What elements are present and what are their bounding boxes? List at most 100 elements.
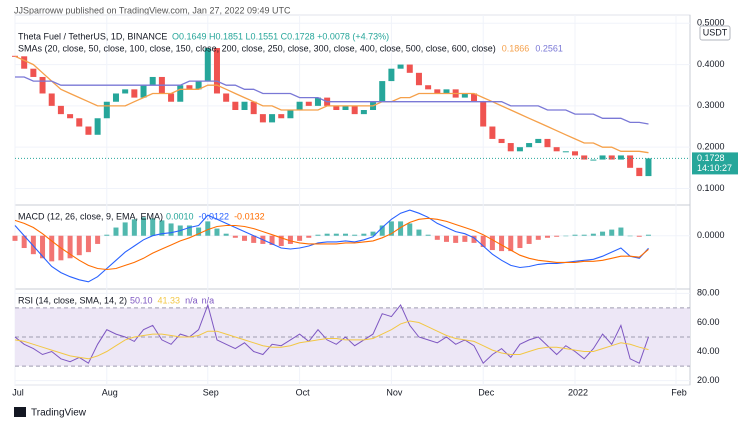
macd-bar [196, 227, 202, 236]
candle [168, 93, 175, 102]
macd-bar [462, 235, 468, 242]
candle [287, 110, 294, 119]
macd-bar [388, 221, 394, 236]
candle [259, 114, 266, 123]
candle [204, 48, 211, 82]
y-tick-label: 60.00 [697, 317, 720, 327]
candle [333, 105, 340, 110]
candle [645, 158, 652, 177]
macd-bar [278, 235, 284, 246]
macd-bar [40, 235, 46, 259]
y-tick-label: 80.00 [697, 288, 720, 298]
candle [471, 93, 478, 102]
candle [131, 89, 138, 98]
macd-bar [104, 234, 110, 236]
y-tick-label: 0.2000 [697, 142, 725, 152]
candle [388, 68, 395, 82]
candle [48, 93, 55, 106]
candle [636, 167, 643, 177]
x-tick-label: Sep [203, 387, 219, 397]
macd-bar [297, 235, 303, 241]
macd-bar [425, 234, 431, 236]
rsi-na: n/a [185, 295, 198, 305]
macd-bar [618, 227, 624, 236]
macd-bar [361, 233, 367, 236]
x-tick-label: Dec [478, 387, 495, 397]
candle [360, 110, 367, 115]
currency-box [699, 25, 731, 41]
rsi-na: n/a [202, 295, 215, 305]
macd-bar [554, 235, 560, 237]
macd-bar [636, 235, 642, 237]
candle [406, 64, 413, 73]
candle [351, 105, 358, 115]
x-tick-label: Feb [671, 387, 687, 397]
y-tick-label: 20.00 [697, 375, 720, 385]
sma-legend: SMAs (20, close, 50, close, 100, close, … [18, 43, 496, 53]
rsi-value: 50.10 [130, 295, 153, 305]
macd-bar [223, 233, 229, 236]
macd-bar [324, 233, 330, 236]
candle [21, 56, 28, 69]
candle [461, 93, 468, 98]
foreground-layer: Jul Aug Sep Oct Nov Dec 2022 Feb 0.1000 0.2000 0.3… [12, 18, 738, 397]
macd-value: -0.0122 [199, 211, 230, 221]
macd-line [14, 217, 649, 271]
candle [103, 101, 110, 119]
sma-line [14, 55, 649, 154]
candle [608, 155, 615, 160]
macd-bar [67, 235, 73, 259]
macd-bar [150, 218, 156, 236]
macd-bar [251, 235, 257, 243]
macd-line [14, 209, 649, 283]
candle [67, 114, 74, 119]
candle [572, 151, 579, 156]
candle [425, 85, 432, 90]
macd-bar [85, 235, 91, 253]
candle [599, 155, 606, 160]
y-tick-label: 0.3000 [697, 100, 725, 110]
macd-bar [544, 235, 550, 238]
macd-bar [563, 235, 569, 237]
macd-bar [480, 235, 486, 247]
macd-value: 0.0010 [166, 211, 194, 221]
macd-bar [21, 235, 27, 249]
rsi-line [14, 320, 649, 360]
rsi-line [14, 303, 649, 365]
candle [30, 68, 37, 77]
candle [213, 48, 220, 94]
macd-bar [609, 229, 615, 236]
candle [85, 126, 92, 135]
macd-bar [471, 235, 477, 243]
y-tick-label: 0.0000 [697, 230, 725, 240]
x-tick-label: Nov [386, 387, 403, 397]
macd-bar [287, 235, 293, 244]
macd-bar [627, 235, 633, 237]
x-tick-label: Aug [102, 387, 118, 397]
macd-bar [508, 235, 514, 252]
macd-bar [416, 229, 422, 236]
candle [516, 147, 523, 152]
macd-bar [407, 223, 413, 236]
x-tick-label: Jul [12, 387, 24, 397]
y-tick-label: 0.5000 [697, 18, 725, 28]
macd-bar [572, 234, 578, 236]
candle [379, 81, 386, 102]
macd-bar [242, 235, 248, 241]
macd-bar [76, 235, 82, 256]
macd-bar [581, 234, 587, 236]
macd-bar [214, 228, 220, 236]
candle [434, 89, 441, 94]
header: JJSparroww published on TradingView.com,… [14, 5, 291, 15]
macd-bar [269, 235, 275, 245]
macd-bar [526, 235, 532, 244]
macd-bar [398, 221, 404, 236]
candle [122, 89, 129, 94]
macd-bar [600, 231, 606, 236]
candle [57, 105, 64, 115]
candle [562, 151, 569, 153]
candle [195, 81, 202, 90]
candle [112, 93, 119, 102]
countdown: 14:10:27 [697, 163, 732, 173]
